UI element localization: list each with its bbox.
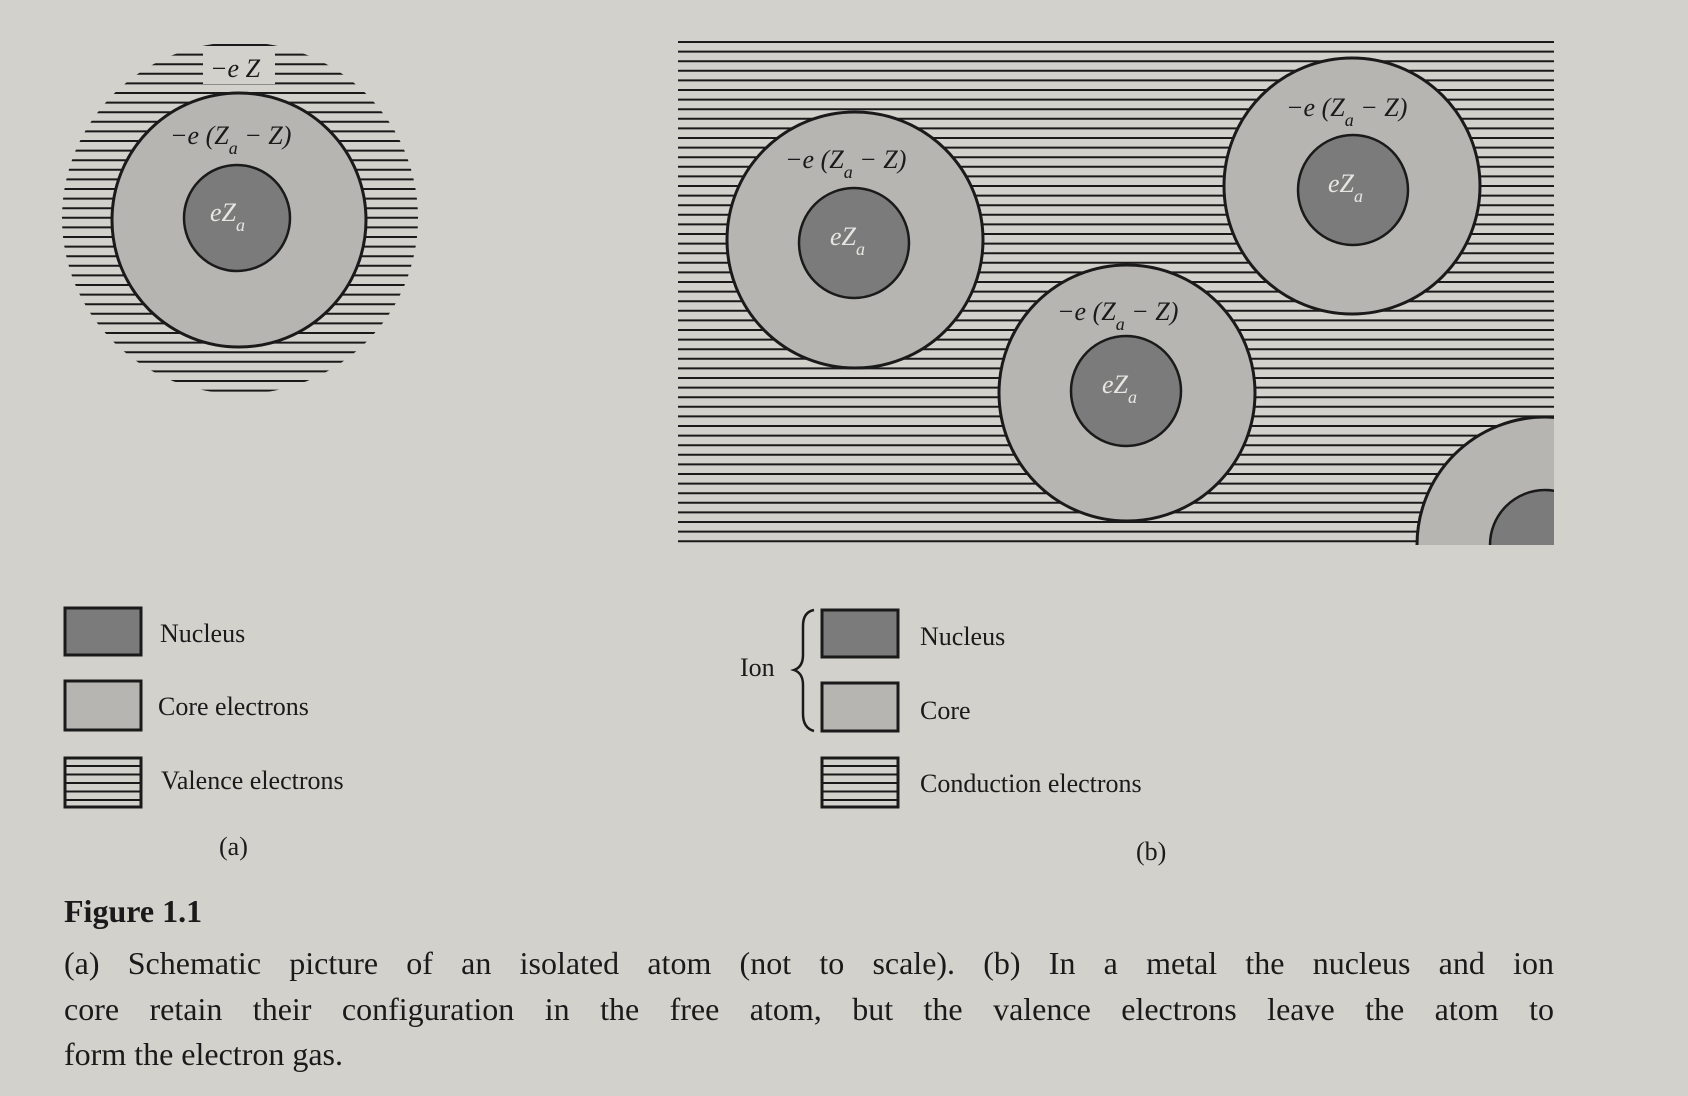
legend-core-label: Core electrons — [158, 692, 309, 721]
nucleus — [182, 163, 292, 273]
legend-core-label: Core — [920, 696, 971, 725]
legend-nucleus-swatch — [820, 608, 900, 659]
legend-nucleus-label: Nucleus — [160, 619, 245, 648]
ion-1: −e (Za − Z) eZa — [725, 110, 985, 370]
ion-2: −e (Za − Z) eZa — [1222, 56, 1482, 316]
ion-partial-corner — [1415, 415, 1554, 545]
isolated-atom: −e Z −e (Za − Z) eZa — [62, 44, 418, 392]
legend-a: Nucleus Core electrons Valence electrons… — [63, 606, 344, 861]
valence-charge-label: −e Z — [210, 54, 261, 83]
ion-nucleus — [1069, 334, 1183, 448]
legend-core-swatch — [63, 679, 143, 732]
caption-line-2: core retain their configuration in the f… — [64, 991, 1554, 1027]
figure-title: Figure 1.1 — [64, 893, 203, 929]
legend-conduction-label: Conduction electrons — [920, 769, 1142, 798]
ion-nucleus — [1296, 133, 1410, 247]
ion-brace — [790, 608, 815, 733]
legend-nucleus-swatch — [63, 606, 143, 657]
ion-nucleus — [1488, 488, 1554, 545]
legend-conduction-hatch — [822, 765, 898, 801]
legend-core-swatch — [820, 681, 900, 733]
valence-label-backdrop — [203, 48, 275, 84]
ion-3: −e (Za − Z) eZa — [997, 263, 1257, 523]
nucleus-charge-label: eZa — [210, 198, 245, 235]
caption-line-1: (a) Schematic picture of an isolated ato… — [64, 945, 1554, 981]
ion-nucleus — [797, 186, 911, 300]
ion-core-charge-label: −e (Za − Z) — [1057, 297, 1178, 334]
caption-line-3: form the electron gas. — [64, 1036, 343, 1072]
ion-nucleus-charge-label: eZa — [830, 222, 865, 259]
panel-a-letter: (a) — [219, 832, 248, 861]
legend-b: Ion Nucleus Core Conduction electrons (b… — [740, 608, 1166, 866]
ion-nucleus-charge-label: eZa — [1102, 370, 1137, 407]
legend-ion-label: Ion — [740, 653, 775, 682]
ion-core-charge-label: −e (Za − Z) — [785, 145, 906, 182]
legend-valence-label: Valence electrons — [161, 766, 344, 795]
legend-valence-hatch — [65, 765, 141, 801]
metal-lattice: −e (Za − Z) eZa −e (Za − Z) eZa −e (Za −… — [678, 41, 1554, 545]
ion-core-charge-label: −e (Za − Z) — [1286, 93, 1407, 130]
ion-nucleus-charge-label: eZa — [1328, 169, 1363, 206]
panel-b-letter: (b) — [1136, 837, 1166, 866]
core-charge-label: −e (Za − Z) — [170, 121, 291, 158]
legend-nucleus-label: Nucleus — [920, 622, 1005, 651]
